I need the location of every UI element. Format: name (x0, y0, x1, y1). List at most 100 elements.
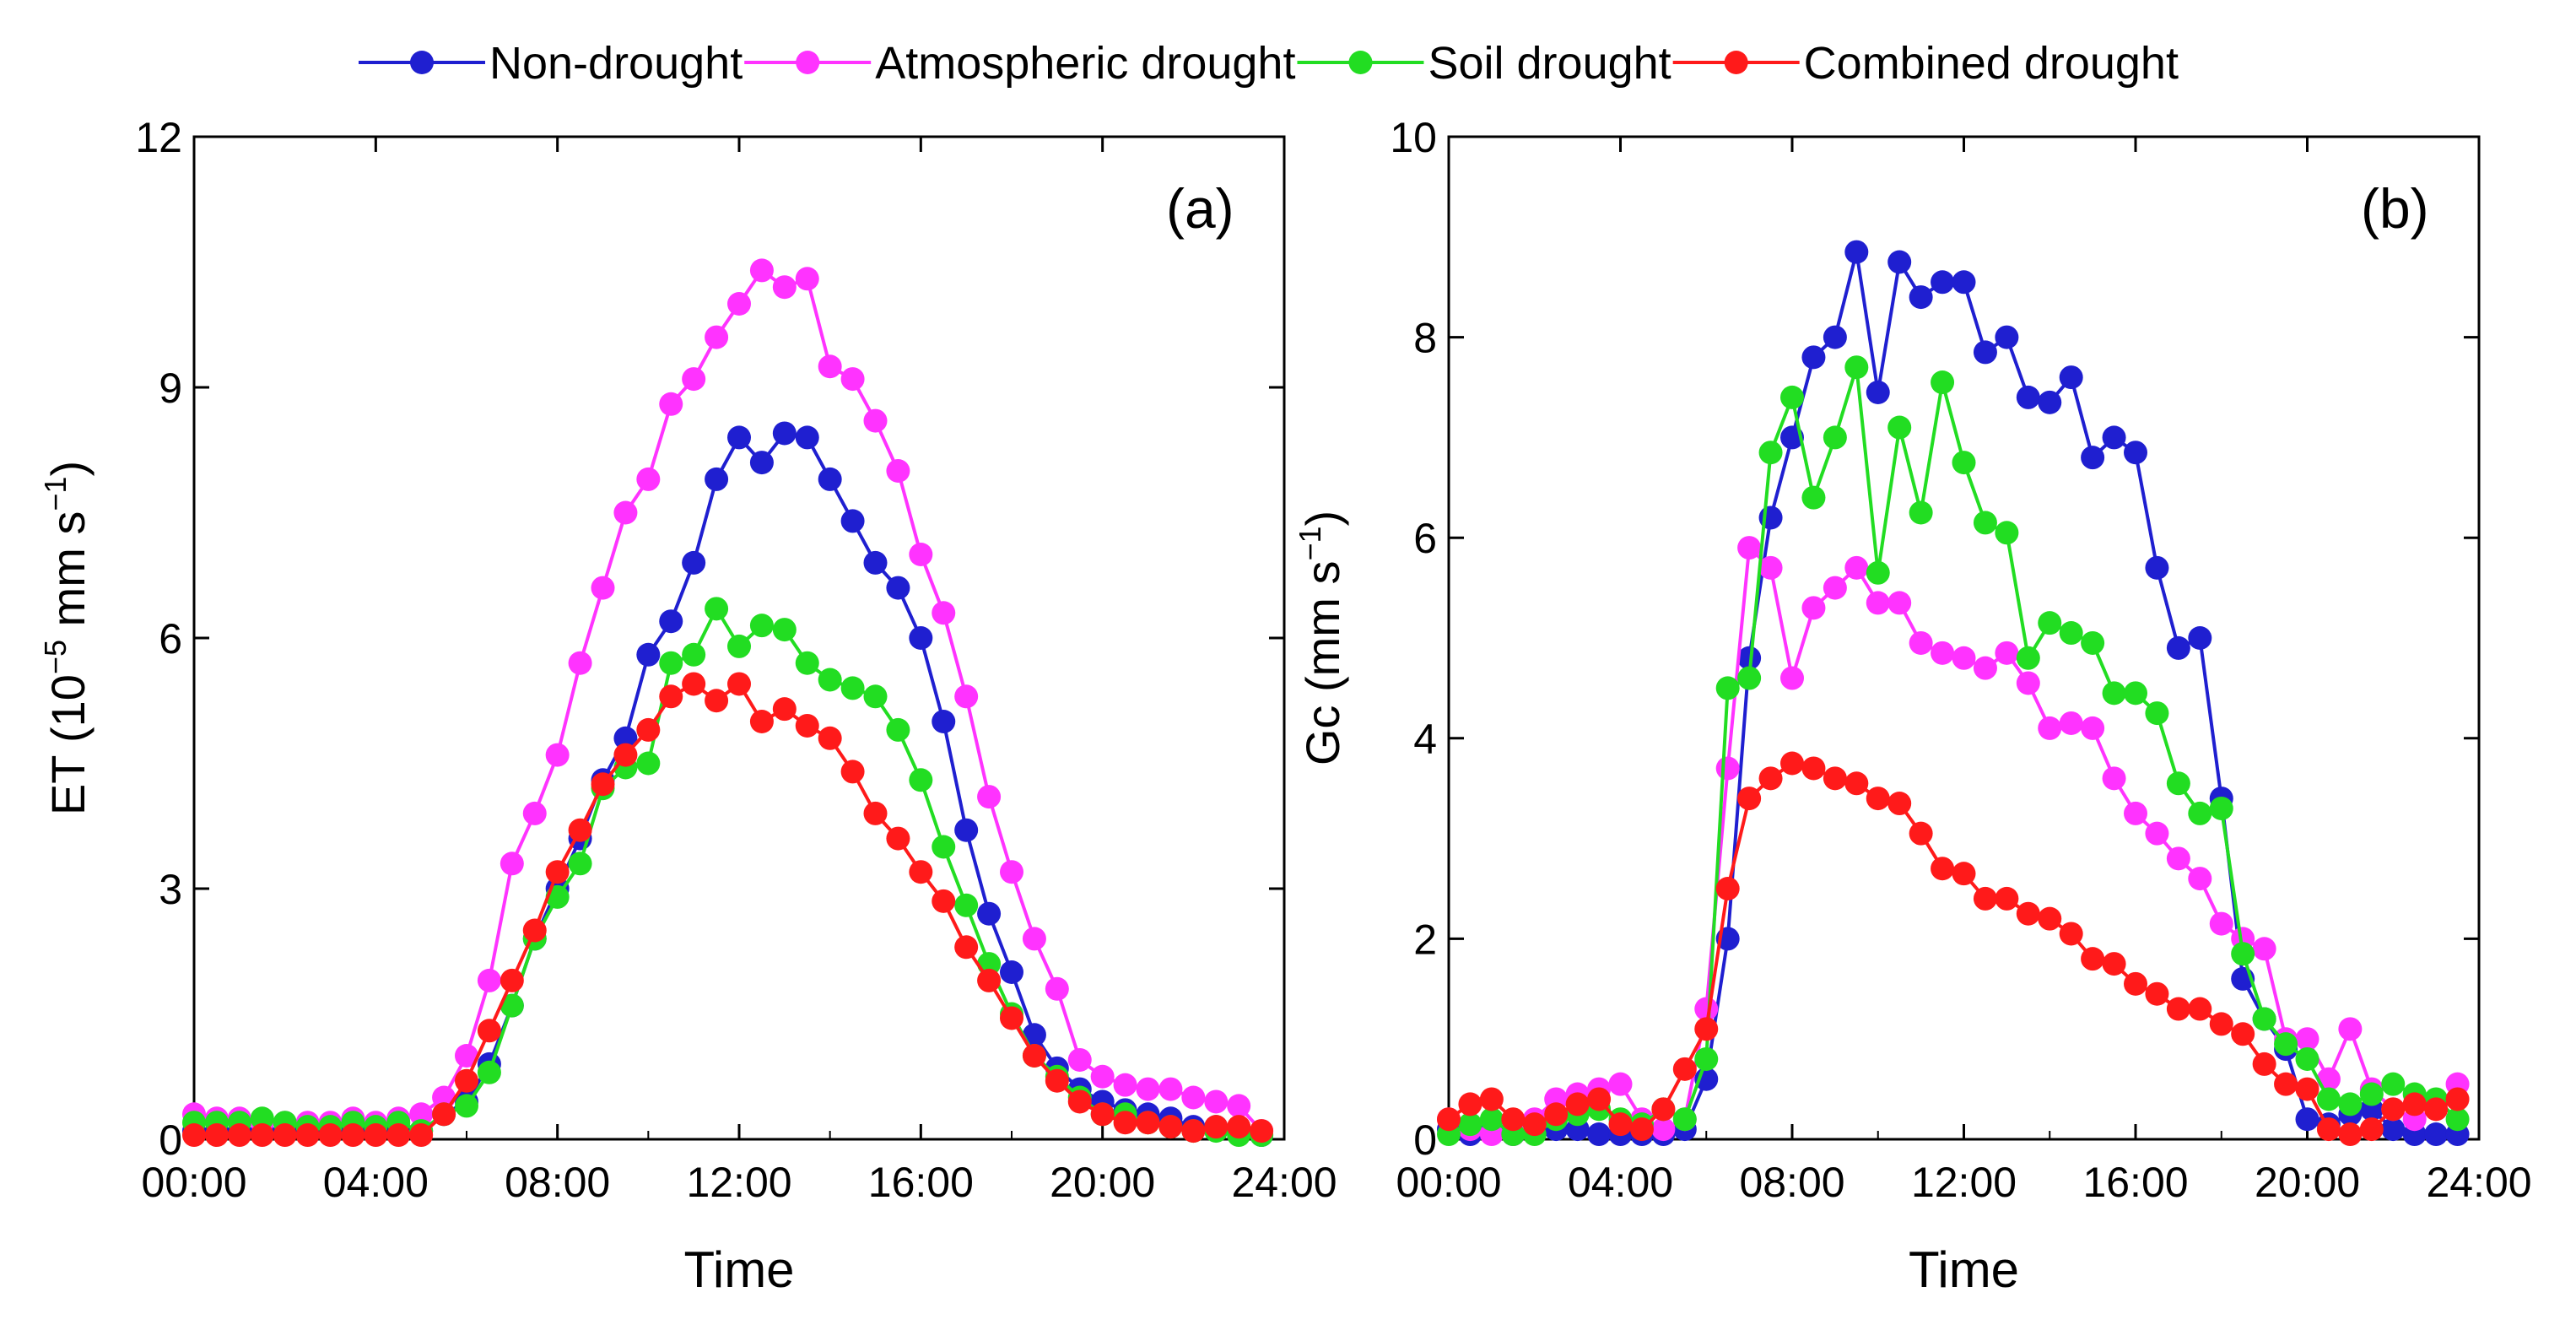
data-point (1780, 385, 1804, 409)
data-point (1587, 1087, 1612, 1111)
data-point (1090, 1102, 1115, 1127)
data-point (682, 550, 706, 575)
data-point (1844, 355, 1869, 380)
data-point (2338, 1122, 2363, 1147)
data-point (1952, 270, 1976, 295)
data-point (795, 425, 819, 450)
data-point (2424, 1122, 2449, 1147)
x-tick-label: 24:00 (1231, 1159, 1337, 1206)
x-tick-label: 08:00 (505, 1159, 610, 1206)
data-point (932, 601, 956, 625)
data-point (455, 1068, 478, 1093)
data-point (227, 1123, 251, 1148)
y-tick-label: 9 (159, 365, 182, 412)
data-point (1866, 380, 1890, 404)
data-point (1823, 576, 1847, 600)
data-point (1694, 1046, 1719, 1071)
data-point (909, 626, 933, 650)
data-point (954, 935, 979, 960)
data-point (2059, 621, 2083, 646)
data-point (545, 743, 570, 767)
data-point (1844, 771, 1869, 796)
data-point (1158, 1115, 1183, 1139)
data-point (1995, 521, 2019, 545)
data-point (1823, 325, 1847, 349)
data-point (2295, 1107, 2319, 1132)
x-tick-label: 20:00 (2255, 1159, 2360, 1206)
data-point (500, 993, 524, 1018)
data-point (772, 421, 797, 446)
legend-marker (796, 51, 820, 74)
x-axis-label-b: Time (1909, 1241, 2019, 1298)
data-point (1844, 240, 1869, 264)
data-point (1909, 630, 1933, 655)
data-point (1715, 676, 1740, 700)
data-point (1022, 1044, 1046, 1068)
data-point (886, 459, 910, 483)
data-point (795, 713, 819, 738)
data-point (2059, 922, 2083, 946)
legend: Non-drought Atmospheric drought Soil droug… (359, 38, 2179, 89)
data-point (705, 467, 729, 491)
data-point (705, 597, 729, 621)
data-point (1909, 821, 1933, 846)
data-point (364, 1123, 388, 1148)
legend-item-3: Soil drought (1297, 38, 1671, 89)
data-point (591, 576, 615, 600)
data-point (2359, 1117, 2384, 1142)
data-point (2359, 1082, 2384, 1106)
data-point (2381, 1097, 2406, 1122)
data-point (863, 550, 888, 575)
y-label-a-sup2: −1 (38, 477, 73, 511)
data-point (1479, 1087, 1504, 1111)
data-point (1629, 1117, 1654, 1142)
legend-item-4: Combined drought (1672, 38, 2179, 89)
data-point (1000, 960, 1023, 984)
data-point (2081, 716, 2105, 740)
data-point (2316, 1117, 2341, 1142)
data-point (932, 710, 956, 733)
data-point (2145, 821, 2169, 846)
data-point (840, 760, 865, 784)
data-point (2274, 1072, 2298, 1096)
legend-item-2: Atmospheric drought (744, 38, 1295, 89)
data-point (636, 717, 661, 742)
series-soil-drought (1437, 355, 2470, 1147)
data-point (2295, 1046, 2319, 1071)
data-point (1090, 1064, 1115, 1089)
data-point (2338, 1092, 2363, 1116)
data-point (2338, 1017, 2363, 1041)
data-point (886, 717, 910, 742)
data-point (1694, 1017, 1719, 1041)
data-point (1204, 1115, 1229, 1139)
data-point (659, 651, 683, 675)
data-point (2016, 671, 2040, 695)
series-line (1448, 366, 2459, 1137)
data-point (2188, 867, 2212, 891)
data-point (1844, 555, 1869, 580)
data-point (1973, 340, 1997, 365)
data-point (432, 1102, 456, 1127)
data-point (1909, 285, 1933, 310)
data-point (2038, 716, 2062, 740)
data-point (1995, 641, 2019, 665)
y-tick-label: 3 (159, 866, 182, 913)
data-point (2231, 942, 2255, 966)
y-label-a-part2: mm s (41, 511, 95, 640)
data-point (1823, 425, 1847, 450)
y-tick-label: 8 (1413, 315, 1437, 362)
data-point (2081, 630, 2105, 655)
data-point (1823, 766, 1847, 791)
series-line (194, 605, 1262, 1138)
data-point (2402, 1092, 2427, 1116)
y-label-b-part3: ) (1296, 511, 1349, 527)
series-non-drought (182, 421, 1274, 1148)
data-point (840, 676, 865, 700)
data-point (1973, 886, 1997, 911)
x-tick-label: 20:00 (1050, 1159, 1155, 1206)
data-point (386, 1123, 411, 1148)
data-point (1887, 250, 1912, 274)
y-tick-label: 6 (1413, 515, 1437, 562)
x-tick-label: 12:00 (1911, 1159, 2017, 1206)
data-point (1737, 646, 1762, 670)
